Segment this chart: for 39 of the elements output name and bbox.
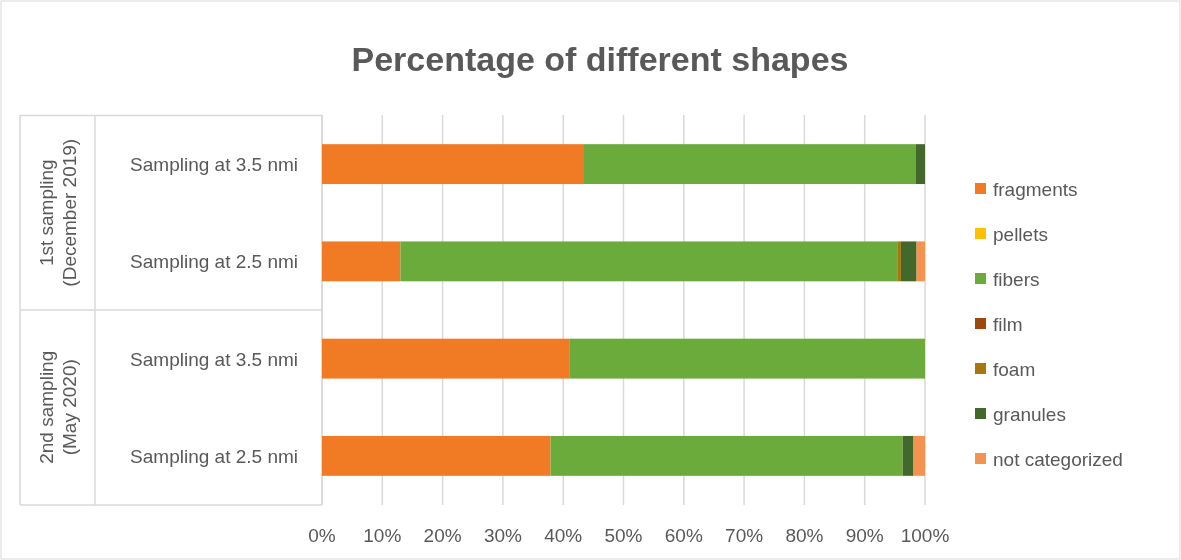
legend-label: fragments	[993, 179, 1078, 200]
y-tick-label: Sampling at 3.5 nmi	[130, 348, 298, 370]
legend-label: not categorized	[993, 449, 1123, 470]
y-tick-label: Sampling at 2.5 nmi	[130, 445, 298, 467]
x-tick-label: 0%	[308, 525, 336, 546]
bar	[322, 338, 570, 379]
legend-label: film	[993, 314, 1023, 335]
bar	[915, 144, 925, 185]
x-tick-label: 60%	[664, 525, 703, 546]
bar	[550, 435, 903, 476]
y-tick-label: Sampling at 3.5 nmi	[130, 154, 298, 176]
legend-label: foam	[993, 359, 1036, 380]
bar	[916, 241, 925, 282]
bar	[322, 144, 584, 185]
bar	[569, 338, 925, 379]
bar	[400, 241, 898, 282]
legend-label: fibers	[993, 269, 1040, 290]
legend-label: granules	[993, 404, 1066, 425]
text: 1st sampling (December 2019)	[36, 138, 80, 287]
y-tick-label: Sampling at 2.5 nmi	[130, 251, 298, 273]
x-tick-label: 30%	[483, 525, 523, 546]
x-tick-label: 90%	[845, 525, 884, 546]
bar	[322, 435, 551, 476]
x-tick-label: 80%	[785, 525, 824, 546]
x-tick-label: 70%	[725, 525, 764, 546]
text: 2nd sampling (May 2020)	[36, 350, 80, 464]
chart-title: Percentage of different shapes	[351, 40, 849, 78]
legend-label: pellets	[993, 224, 1048, 245]
x-tick-label: 10%	[363, 525, 402, 546]
bar	[897, 241, 901, 282]
x-tick-label: 100%	[900, 525, 950, 546]
bar	[322, 241, 401, 282]
x-tick-label: 50%	[604, 525, 643, 546]
bar	[583, 144, 916, 185]
bar	[900, 241, 917, 282]
bar	[902, 435, 914, 476]
bar	[913, 435, 925, 476]
x-tick-label: 40%	[544, 525, 583, 546]
x-tick-label: 20%	[423, 525, 462, 546]
